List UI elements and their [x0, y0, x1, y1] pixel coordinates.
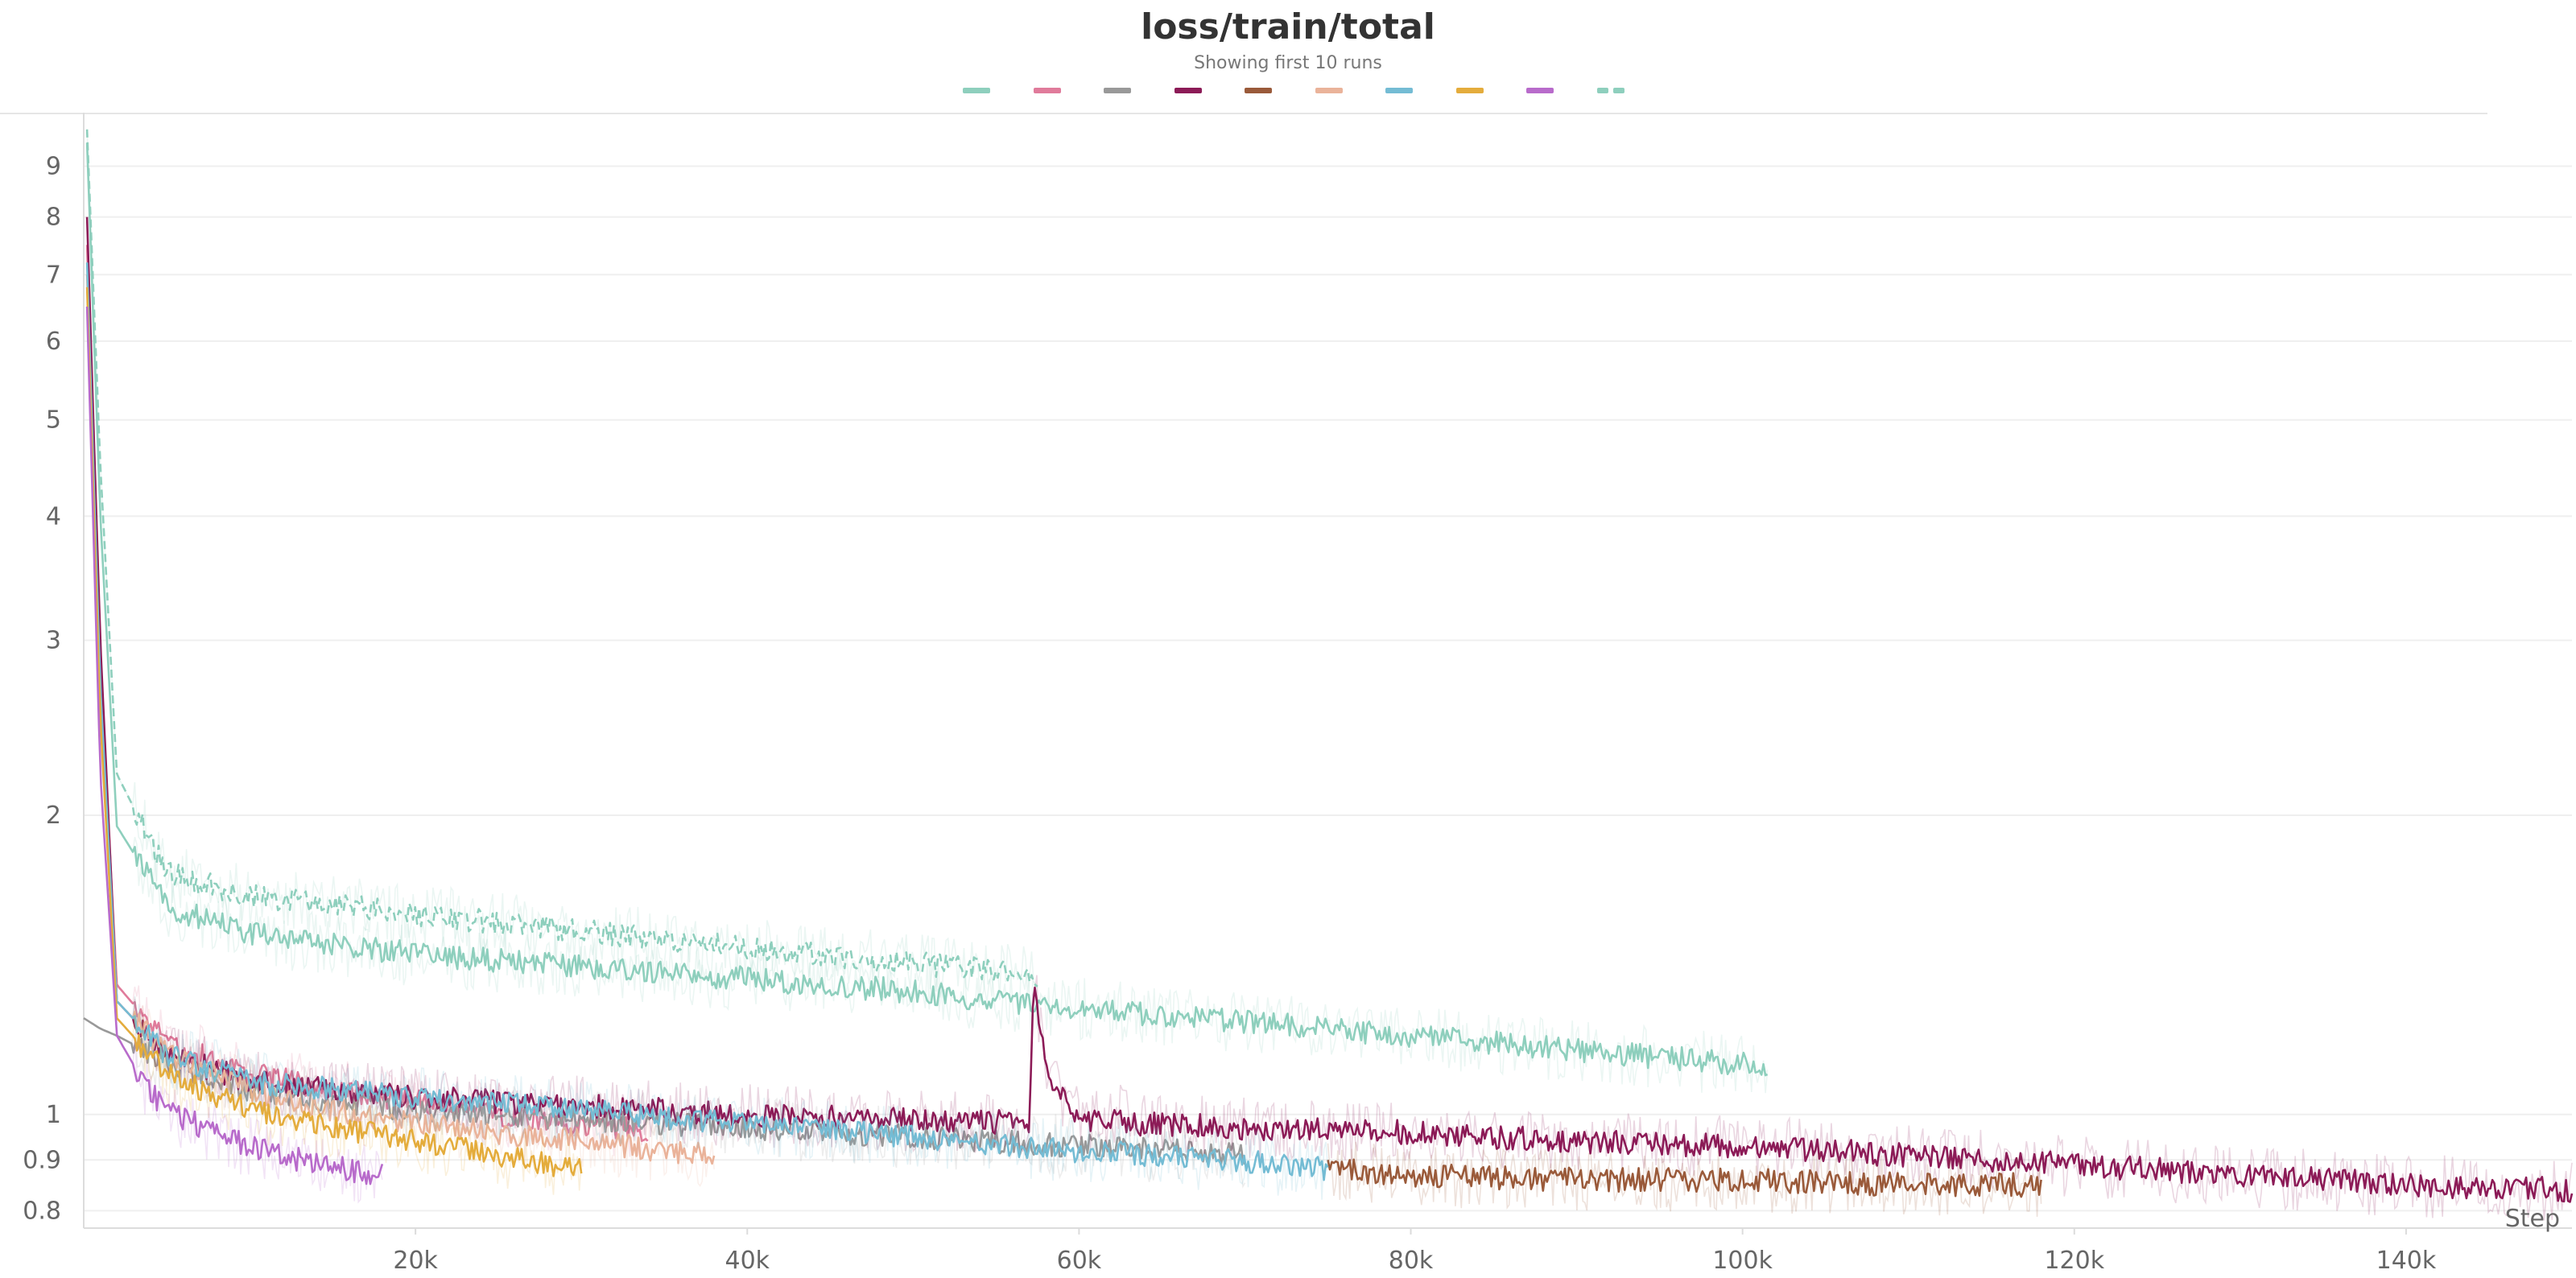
legend-item[interactable]	[1174, 80, 1202, 100]
series-line	[85, 274, 716, 1165]
x-tick-label: 40k	[724, 1247, 770, 1275]
series-raw-line	[86, 262, 1329, 1200]
y-tick-label: 0.9	[23, 1146, 61, 1174]
header-divider	[0, 113, 2487, 114]
legend-item[interactable]	[1385, 80, 1413, 100]
legend-swatch	[1455, 88, 1484, 93]
series-line	[85, 262, 1329, 1181]
series-line	[85, 216, 2574, 1203]
legend-swatch	[1104, 88, 1131, 93]
x-tick-label: 80k	[1389, 1247, 1434, 1275]
legend-swatch	[963, 88, 990, 93]
legend-item[interactable]	[1596, 80, 1624, 100]
x-axis-title: Step	[2505, 1205, 2560, 1233]
x-tick-label: 140k	[2376, 1247, 2437, 1275]
y-tick-label: 1	[46, 1101, 61, 1129]
chart-title: loss/train/total	[1141, 6, 1435, 47]
tick-labels: 0.8 0.9 1 2 3 4 5 6 7 8 9 20k 40k 60k 80k 100k 120k 140k S…	[23, 152, 2560, 1275]
legend-swatch	[1526, 88, 1554, 93]
legend-swatch	[1596, 88, 1624, 93]
legend-swatch	[1245, 88, 1272, 93]
series-lines	[83, 129, 2574, 1221]
legend-item[interactable]	[963, 80, 990, 100]
y-tick-label: 5	[46, 406, 61, 435]
series-raw-line	[86, 216, 2573, 1221]
legend-item[interactable]	[1104, 80, 1131, 100]
legend-swatch	[1033, 88, 1061, 93]
x-tick-label: 20k	[393, 1247, 438, 1275]
legend-swatch	[1174, 88, 1202, 93]
series-line	[1327, 1158, 2042, 1198]
y-tick-label: 0.8	[23, 1197, 61, 1225]
y-tick-label: 8	[46, 204, 61, 232]
series-raw-line	[86, 274, 715, 1188]
y-tick-label: 2	[46, 802, 61, 830]
series-line	[85, 287, 583, 1177]
x-tick-label: 100k	[1712, 1247, 1773, 1275]
legend-item[interactable]	[1455, 80, 1484, 100]
legend-swatch	[1315, 88, 1343, 93]
series-line	[85, 142, 1769, 1077]
series-raw-line	[86, 245, 649, 1157]
legend-swatch	[1385, 88, 1413, 93]
series-raw-line	[86, 129, 1038, 1003]
x-tick-label: 120k	[2044, 1247, 2104, 1275]
axes	[83, 113, 2572, 1235]
y-tick-label: 3	[46, 627, 61, 655]
series-line	[85, 245, 649, 1142]
grid	[84, 165, 2572, 1212]
series-line	[85, 129, 1038, 987]
y-tick-label: 9	[46, 152, 61, 180]
series-raw-line	[86, 287, 582, 1195]
series-raw-line	[83, 1017, 1246, 1189]
series-raw-line	[86, 142, 1769, 1094]
legend-item[interactable]	[1033, 80, 1061, 100]
legend-item[interactable]	[1245, 80, 1272, 100]
y-tick-label: 6	[46, 328, 61, 356]
y-tick-label: 4	[46, 502, 61, 530]
x-tick-label: 60k	[1057, 1247, 1102, 1275]
series-line	[85, 306, 384, 1185]
series-raw-line	[86, 306, 383, 1204]
legend-item[interactable]	[1315, 80, 1343, 100]
y-tick-label: 7	[46, 261, 61, 289]
chart-subtitle: Showing first 10 runs	[1194, 53, 1382, 73]
legend-item[interactable]	[1526, 80, 1554, 100]
